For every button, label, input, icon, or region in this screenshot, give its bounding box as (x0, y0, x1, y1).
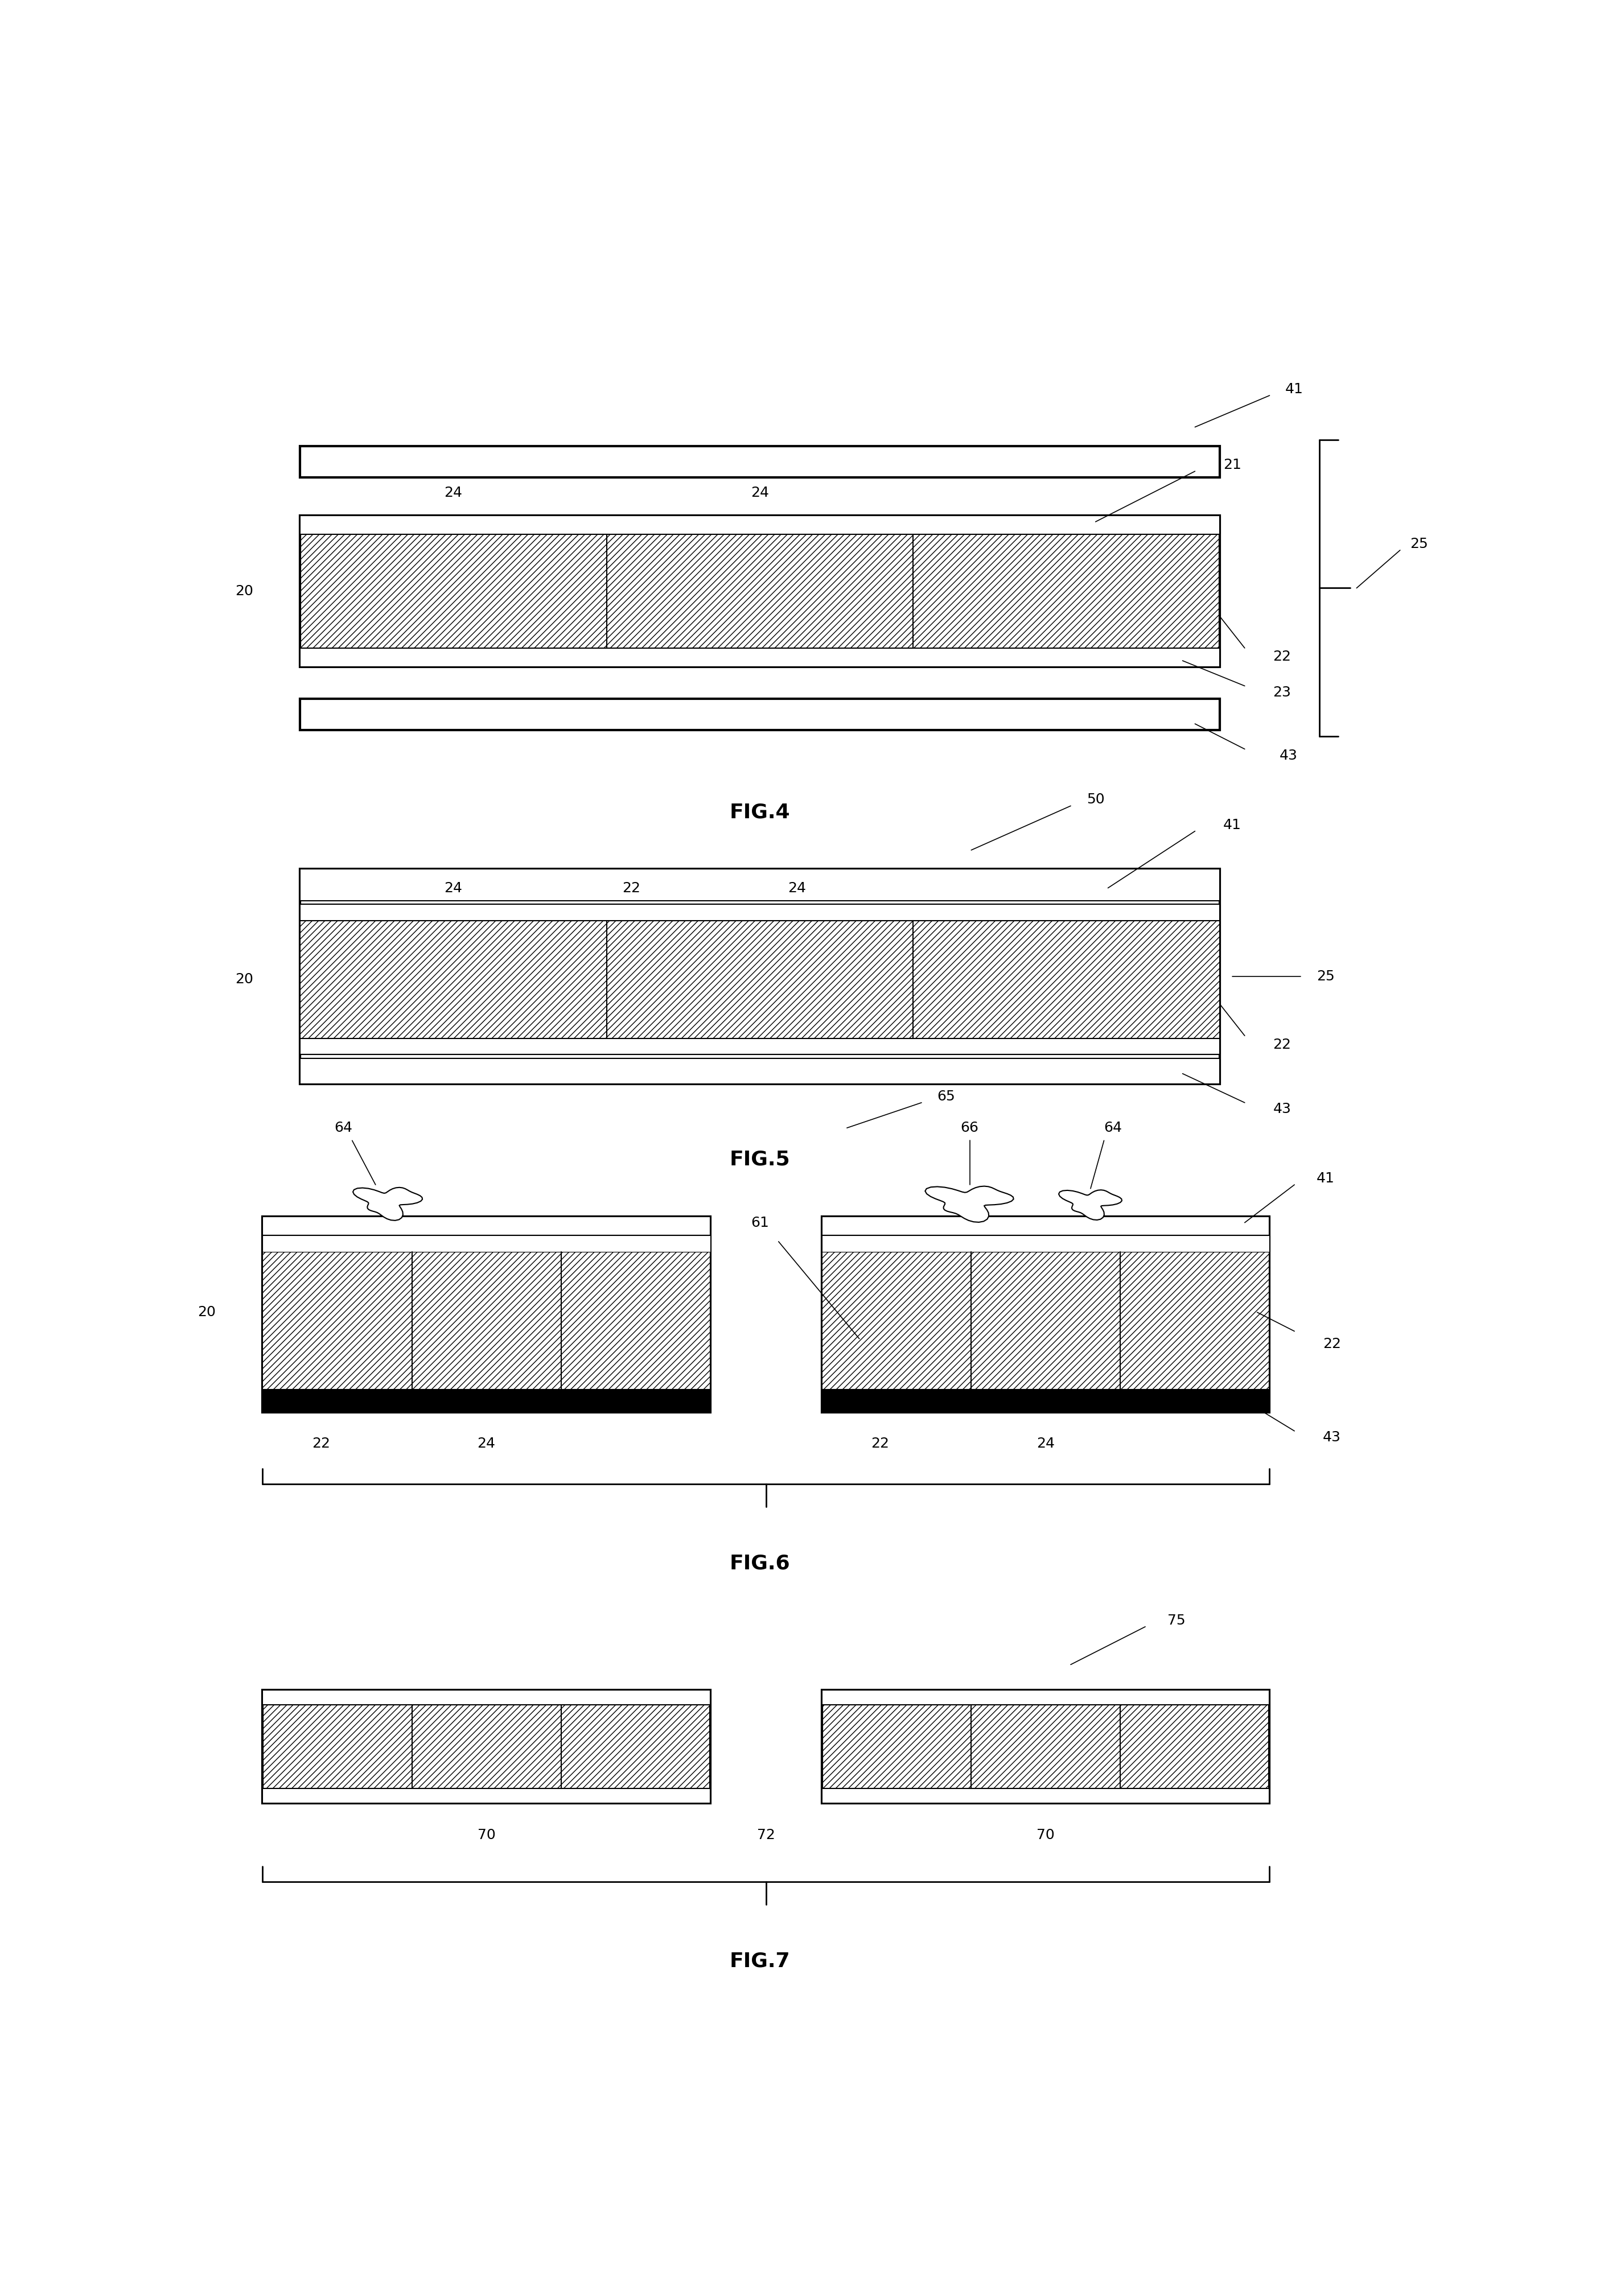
Text: 24: 24 (444, 487, 462, 501)
Bar (823, 1690, 1270, 1706)
Bar (300, 514, 1221, 666)
Text: 20: 20 (197, 1306, 217, 1320)
Bar (263, 1217, 711, 1235)
Text: 50: 50 (1086, 792, 1105, 806)
Bar (300, 905, 1221, 921)
Bar (263, 1235, 711, 1389)
Polygon shape (926, 1187, 1014, 1221)
Bar (263, 1690, 711, 1706)
Bar (823, 1217, 1270, 1412)
Text: 21: 21 (1224, 459, 1241, 471)
Text: 61: 61 (751, 1217, 768, 1228)
Text: 25: 25 (1317, 969, 1335, 983)
Text: 22: 22 (1274, 1038, 1291, 1052)
Bar (300, 1058, 1221, 1084)
Bar (300, 698, 1221, 730)
Bar (300, 868, 1221, 1084)
Bar (823, 1235, 1270, 1251)
Text: 64: 64 (1104, 1120, 1123, 1134)
Text: 64: 64 (334, 1120, 353, 1134)
Bar (300, 647, 1221, 666)
Text: 70: 70 (1036, 1828, 1055, 1841)
Text: 43: 43 (1323, 1430, 1341, 1444)
Bar (823, 1217, 1270, 1235)
Text: FIG.7: FIG.7 (730, 1952, 791, 1970)
Bar (263, 1690, 711, 1805)
Bar (300, 445, 1221, 478)
Bar (300, 868, 1221, 900)
Text: 23: 23 (1274, 687, 1291, 698)
Bar (300, 514, 1221, 535)
Text: 24: 24 (788, 882, 807, 895)
Text: 72: 72 (757, 1828, 775, 1841)
Polygon shape (353, 1187, 422, 1221)
Text: 66: 66 (961, 1120, 978, 1134)
Text: 24: 24 (444, 882, 462, 895)
Text: 70: 70 (478, 1828, 496, 1841)
Text: 43: 43 (1274, 1102, 1291, 1116)
Text: 24: 24 (751, 487, 768, 501)
Bar (823, 1690, 1270, 1805)
Text: 41: 41 (1285, 383, 1304, 395)
Text: FIG.4: FIG.4 (730, 804, 791, 822)
Text: 22: 22 (871, 1437, 889, 1451)
Text: 22: 22 (1274, 650, 1291, 664)
Text: 24: 24 (478, 1437, 496, 1451)
Bar (300, 1038, 1221, 1054)
Text: 22: 22 (311, 1437, 330, 1451)
Text: 22: 22 (622, 882, 640, 895)
Text: 20: 20 (234, 585, 253, 597)
Text: 65: 65 (937, 1091, 956, 1102)
Text: FIG.6: FIG.6 (730, 1554, 791, 1573)
Bar (263, 1235, 711, 1251)
Bar (263, 1789, 711, 1805)
Text: 75: 75 (1168, 1614, 1185, 1628)
Text: 43: 43 (1278, 748, 1298, 762)
Text: 25: 25 (1410, 537, 1428, 551)
Bar (823, 1789, 1270, 1805)
Bar (300, 905, 1221, 1054)
Text: 24: 24 (1036, 1437, 1055, 1451)
Text: FIG.5: FIG.5 (730, 1150, 791, 1169)
Bar (823, 1235, 1270, 1389)
Text: 41: 41 (1317, 1171, 1335, 1185)
Bar (823, 1389, 1270, 1412)
Bar (263, 1389, 711, 1412)
Bar (263, 1217, 711, 1412)
Text: 22: 22 (1323, 1336, 1341, 1350)
Text: 41: 41 (1224, 817, 1241, 831)
Polygon shape (1059, 1189, 1121, 1219)
Text: 20: 20 (234, 974, 253, 987)
